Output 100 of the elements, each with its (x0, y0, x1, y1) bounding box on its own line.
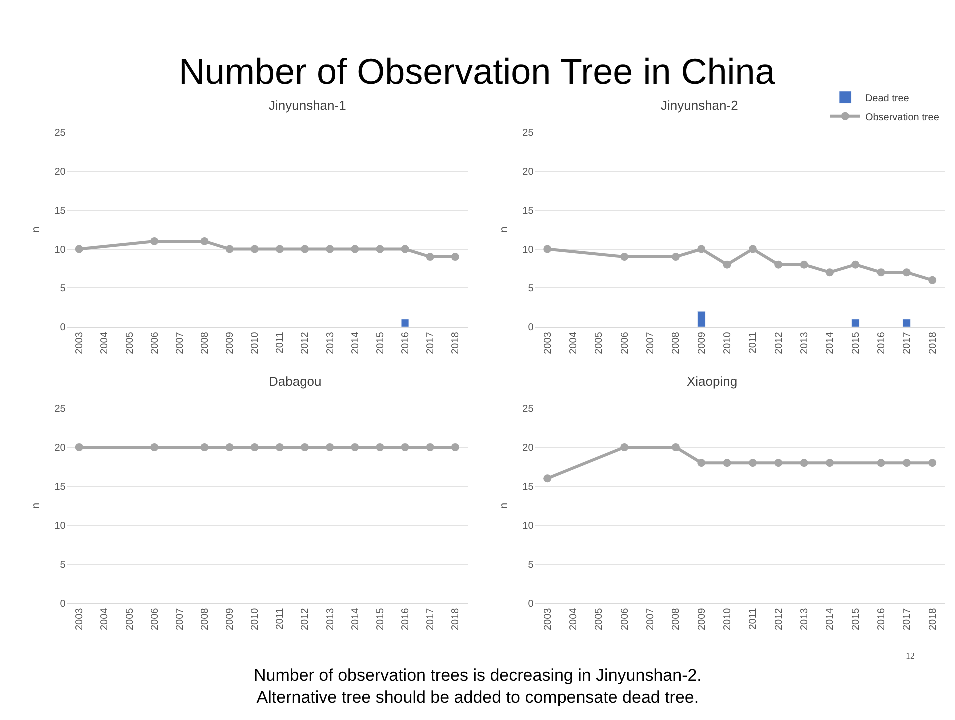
x-tick-label: 2018 (450, 332, 462, 354)
x-tick-label: 2011 (748, 332, 760, 354)
x-tick-label: 2010 (250, 608, 262, 631)
y-tick-label: 5 (528, 284, 534, 295)
text: 12 (906, 651, 915, 661)
x-tick-label: 2016 (876, 332, 888, 354)
chart-title: Jinyunshan-2 (661, 98, 738, 113)
x-tick-label: 2003 (542, 608, 554, 631)
point (326, 245, 334, 254)
point (748, 459, 757, 468)
point (544, 245, 552, 254)
x-tick-label: 2008 (200, 332, 211, 354)
x-tick-label: 2015 (850, 608, 862, 631)
x-tick-label: 2005 (594, 608, 606, 631)
point (426, 253, 434, 262)
chart-subtitle: Jinyunshan-1 (269, 98, 346, 113)
x-tick-label: 2012 (774, 332, 785, 354)
x-tick-label: 2014 (350, 332, 362, 354)
y-tick-label: 20 (54, 443, 66, 454)
y-tick-label: 5 (60, 560, 66, 571)
point (723, 260, 732, 269)
y-tick-label: 0 (60, 322, 66, 334)
point (620, 444, 629, 452)
x-tick-label: 2005 (124, 608, 136, 631)
point (301, 245, 309, 254)
x-tick-label: 2014 (825, 608, 836, 631)
y-tick-label: 15 (54, 482, 66, 493)
point (826, 268, 834, 277)
x-tick-label: 2009 (225, 608, 236, 631)
point (544, 474, 552, 483)
x-tick-label: 2015 (850, 332, 862, 354)
point (748, 245, 757, 254)
x-tick-label: 2003 (542, 332, 554, 354)
point (902, 459, 911, 468)
x-tick-label: 2004 (568, 332, 580, 354)
x-tick-label: 2011 (275, 608, 286, 630)
x-tick-label: 2017 (426, 608, 437, 631)
x-tick-label: 2009 (225, 332, 236, 354)
point (902, 268, 911, 277)
point (698, 459, 706, 468)
x-tick-label: 2003 (74, 332, 86, 354)
x-tick-label: 2004 (100, 608, 111, 631)
x-tick-label: 2012 (300, 608, 312, 631)
x-tick-label: 2008 (200, 608, 211, 631)
y-axis-title: n (498, 502, 510, 509)
chart-title: Number of Observation Tree in China (179, 51, 776, 92)
y-tick-label: 5 (60, 284, 66, 295)
x-tick-label: 2013 (325, 332, 336, 354)
x-tick-label: 2008 (671, 608, 682, 631)
y-tick-label: 15 (522, 206, 534, 217)
point (852, 260, 860, 269)
x-tick-label: 2006 (150, 608, 161, 631)
x-tick-label: 2011 (275, 332, 286, 354)
point (376, 245, 384, 254)
x-tick-label: 2017 (902, 332, 914, 354)
chart-title: Dabagou (269, 374, 322, 389)
x-tick-label: 2008 (671, 332, 682, 354)
legend-label: Observation tree (865, 112, 940, 124)
point (672, 444, 680, 452)
point (75, 245, 84, 254)
y-axis-title: n (30, 502, 42, 509)
point (928, 459, 937, 468)
x-tick-label: 2007 (174, 332, 186, 354)
y-tick-label: 25 (522, 128, 534, 139)
point (200, 237, 209, 246)
x-tick-label: 2012 (300, 332, 312, 354)
y-tick-label: 0 (528, 322, 534, 334)
point (620, 253, 629, 262)
x-tick-label: 2007 (646, 332, 657, 354)
x-tick-label: 2004 (100, 332, 111, 354)
point (672, 253, 680, 262)
x-tick-label: 2011 (748, 608, 760, 630)
y-tick-label: 5 (528, 560, 534, 571)
legend-label: Dead tree (865, 93, 910, 104)
point (723, 459, 732, 468)
x-tick-label: 2010 (250, 332, 262, 354)
y-axis-title: n (30, 226, 42, 233)
x-tick-label: 2003 (74, 608, 86, 631)
x-tick-label: 2007 (646, 608, 657, 631)
x-tick-label: 2015 (375, 332, 386, 354)
point (698, 245, 706, 254)
x-tick-label: 2016 (876, 608, 888, 631)
point (226, 245, 234, 254)
y-tick-label: 10 (54, 244, 66, 256)
x-tick-label: 2007 (174, 608, 186, 631)
x-tick-label: 2005 (594, 332, 606, 354)
y-tick-label: 25 (54, 128, 66, 139)
y-tick-label: 20 (522, 166, 534, 178)
point (800, 260, 808, 269)
point (250, 245, 259, 254)
x-tick-label: 2006 (620, 608, 631, 631)
x-tick-label: 2018 (450, 608, 462, 631)
point (774, 260, 783, 269)
x-tick-label: 2006 (150, 332, 161, 354)
y-tick-label: 10 (522, 244, 534, 256)
x-tick-label: 2015 (375, 608, 386, 631)
y-tick-label: 10 (522, 520, 534, 532)
x-tick-label: 2017 (426, 332, 437, 354)
x-tick-label: 2018 (928, 332, 939, 354)
y-tick-label: 15 (522, 482, 534, 493)
